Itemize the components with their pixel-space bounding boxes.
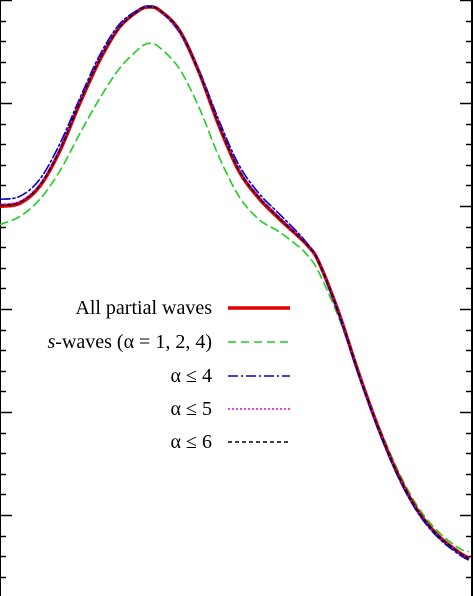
legend-label-alpha-le-6: α ≤ 6 xyxy=(171,431,212,453)
legend-entry-all-partial-waves: All partial waves xyxy=(75,297,290,319)
legend-entry-alpha-le-4: α ≤ 4 xyxy=(171,365,290,387)
legend-label-s-waves-rest: -waves (α = 1, 2, 4) xyxy=(55,331,212,353)
legend: All partial waves s-waves (α = 1, 2, 4) … xyxy=(47,297,290,453)
series-line-a4 xyxy=(0,5,469,561)
legend-label-all-partial-waves: All partial waves xyxy=(75,297,212,319)
legend-entry-alpha-le-5: α ≤ 5 xyxy=(171,398,290,420)
legend-label-alpha-le-4: α ≤ 4 xyxy=(171,365,212,387)
legend-label-s-waves: s-waves (α = 1, 2, 4) xyxy=(47,331,212,353)
series-line-a6 xyxy=(0,6,469,559)
legend-entry-alpha-le-6: α ≤ 6 xyxy=(171,431,290,453)
legend-label-alpha-le-5: α ≤ 5 xyxy=(171,398,212,420)
legend-entry-s-waves: s-waves (α = 1, 2, 4) xyxy=(47,331,290,353)
series-lines xyxy=(0,5,470,561)
legend-label-s-waves-prefix: s xyxy=(47,331,55,353)
